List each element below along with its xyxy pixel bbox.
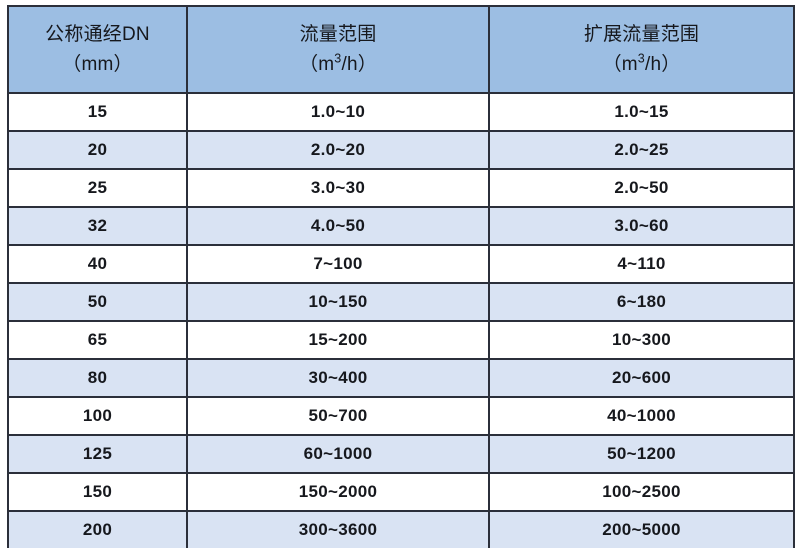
flow-range-unit-prefix: （m: [299, 53, 335, 75]
table-row: 50 10~150 6~180: [8, 283, 794, 322]
table-header-row: 公称通经DN （mm） 流量范围 （m3/h） 扩展流量范围 （m3/h）: [8, 6, 794, 94]
cell-nominal-diameter: 25: [8, 169, 188, 208]
table-row: 15 1.0~10 1.0~15: [8, 93, 794, 132]
table-row: 100 50~700 40~1000: [8, 397, 794, 436]
table-row: 25 3.0~30 2.0~50: [8, 169, 794, 208]
cell-nominal-diameter: 50: [8, 283, 188, 322]
cell-flow-range: 2.0~20: [187, 131, 490, 170]
cell-flow-range: 60~1000: [187, 435, 490, 474]
cell-nominal-diameter: 125: [8, 435, 188, 474]
spec-table-container: 公称通经DN （mm） 流量范围 （m3/h） 扩展流量范围 （m3/h） 15…: [7, 5, 795, 548]
cell-flow-range: 30~400: [187, 359, 490, 398]
column-header-nominal-diameter-unit: （mm）: [62, 53, 133, 75]
cell-extended-flow-range: 100~2500: [489, 473, 794, 512]
column-header-extended-flow-range-title: 扩展流量范围: [583, 23, 700, 45]
cell-flow-range: 150~2000: [187, 473, 490, 512]
extended-flow-range-unit-exponent: 3: [637, 51, 645, 66]
cell-flow-range: 50~700: [187, 397, 490, 436]
cell-nominal-diameter: 65: [8, 321, 188, 360]
cell-nominal-diameter: 150: [8, 473, 188, 512]
cell-nominal-diameter: 100: [8, 397, 188, 436]
table-row: 65 15~200 10~300: [8, 321, 794, 360]
cell-flow-range: 300~3600: [187, 511, 490, 548]
cell-flow-range: 7~100: [187, 245, 490, 284]
column-header-flow-range: 流量范围 （m3/h）: [187, 6, 490, 94]
cell-flow-range: 10~150: [187, 283, 490, 322]
table-row: 32 4.0~50 3.0~60: [8, 207, 794, 246]
cell-flow-range: 1.0~10: [187, 93, 490, 132]
column-header-nominal-diameter-title: 公称通经DN: [45, 23, 150, 45]
flow-range-specification-table: 公称通经DN （mm） 流量范围 （m3/h） 扩展流量范围 （m3/h） 15…: [7, 5, 795, 548]
cell-nominal-diameter: 40: [8, 245, 188, 284]
cell-extended-flow-range: 4~110: [489, 245, 794, 284]
table-row: 200 300~3600 200~5000: [8, 511, 794, 548]
cell-flow-range: 15~200: [187, 321, 490, 360]
flow-range-unit-exponent: 3: [334, 51, 342, 66]
column-header-extended-flow-range-unit: （m3/h）: [490, 50, 793, 80]
cell-extended-flow-range: 2.0~50: [489, 169, 794, 208]
cell-extended-flow-range: 3.0~60: [489, 207, 794, 246]
column-header-extended-flow-range: 扩展流量范围 （m3/h）: [489, 6, 794, 94]
extended-flow-range-unit-prefix: （m: [602, 53, 638, 75]
cell-nominal-diameter: 15: [8, 93, 188, 132]
extended-flow-range-unit-suffix: /h）: [644, 53, 681, 75]
table-row: 80 30~400 20~600: [8, 359, 794, 398]
cell-extended-flow-range: 200~5000: [489, 511, 794, 548]
cell-extended-flow-range: 2.0~25: [489, 131, 794, 170]
cell-extended-flow-range: 6~180: [489, 283, 794, 322]
cell-extended-flow-range: 40~1000: [489, 397, 794, 436]
cell-flow-range: 3.0~30: [187, 169, 490, 208]
cell-nominal-diameter: 200: [8, 511, 188, 548]
flow-range-unit-suffix: /h）: [341, 53, 377, 75]
column-header-flow-range-title: 流量范围: [299, 23, 377, 45]
cell-extended-flow-range: 10~300: [489, 321, 794, 360]
cell-nominal-diameter: 20: [8, 131, 188, 170]
column-header-flow-range-unit: （m3/h）: [188, 50, 488, 80]
table-row: 150 150~2000 100~2500: [8, 473, 794, 512]
table-row: 20 2.0~20 2.0~25: [8, 131, 794, 170]
cell-flow-range: 4.0~50: [187, 207, 490, 246]
cell-extended-flow-range: 20~600: [489, 359, 794, 398]
cell-extended-flow-range: 50~1200: [489, 435, 794, 474]
table-body: 15 1.0~10 1.0~15 20 2.0~20 2.0~25 25 3.0~30 2.0~…: [8, 93, 794, 548]
cell-nominal-diameter: 80: [8, 359, 188, 398]
cell-nominal-diameter: 32: [8, 207, 188, 246]
table-header: 公称通经DN （mm） 流量范围 （m3/h） 扩展流量范围 （m3/h）: [8, 6, 794, 94]
column-header-nominal-diameter: 公称通经DN （mm）: [8, 6, 188, 94]
cell-extended-flow-range: 1.0~15: [489, 93, 794, 132]
table-row: 125 60~1000 50~1200: [8, 435, 794, 474]
table-row: 40 7~100 4~110: [8, 245, 794, 284]
